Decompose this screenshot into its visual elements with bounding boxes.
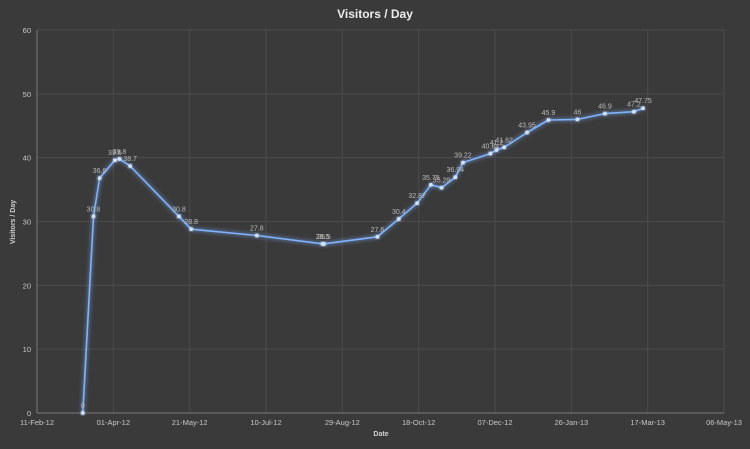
data-point — [428, 182, 433, 187]
x-tick-label: 01-Apr-12 — [97, 418, 130, 427]
data-point — [97, 176, 102, 180]
data-label: 0 — [81, 403, 85, 410]
data-label: 27.6 — [371, 227, 385, 234]
y-axis-title: Visitors / Day — [10, 200, 17, 244]
y-tick-label: 10 — [23, 345, 31, 354]
x-axis-title: Date — [373, 431, 388, 438]
data-point — [177, 214, 181, 219]
data-label: 46.9 — [598, 104, 612, 111]
data-point — [375, 234, 380, 239]
data-label: 39.8 — [113, 149, 127, 156]
y-tick-label: 30 — [23, 218, 31, 227]
y-tick-label: 50 — [23, 90, 31, 99]
data-point — [546, 118, 551, 122]
data-label: 36.8 — [93, 168, 107, 175]
data-point — [322, 241, 326, 246]
data-label: 40.64 — [482, 144, 500, 151]
x-tick-label: 26-Jan-13 — [554, 418, 588, 427]
data-point — [603, 111, 607, 116]
data-label: 30.8 — [87, 206, 101, 213]
y-tick-label: 60 — [23, 26, 31, 35]
x-tick-label: 17-Mar-13 — [630, 418, 665, 427]
data-point — [632, 109, 636, 114]
data-point — [488, 151, 493, 156]
data-point — [91, 214, 96, 219]
x-tick-label: 10-Jul-12 — [250, 418, 281, 427]
data-point — [254, 233, 259, 238]
series-line — [82, 107, 644, 414]
data-label: 26.5 — [317, 234, 331, 241]
data-point — [415, 201, 420, 206]
axes: 0 10 20 30 40 50 60 11-Feb-12 01-Apr-12 21-May-12… — [20, 26, 742, 427]
data-label: 41.62 — [495, 137, 513, 144]
data-label: 41.2 — [490, 140, 504, 147]
data-label: 43.95 — [518, 122, 536, 129]
data-label: 35.29 — [433, 178, 451, 185]
data-point — [502, 145, 507, 150]
data-label: 47.75 — [634, 98, 652, 105]
y-tick-label: 40 — [23, 154, 31, 163]
data-label: 47.2 — [627, 102, 641, 109]
data-point — [494, 148, 499, 152]
data-label: 35.75 — [422, 175, 440, 182]
data-point — [128, 164, 133, 168]
data-label: 45.9 — [542, 110, 556, 117]
data-label: 30.8 — [172, 206, 186, 213]
data-label: 26.5 — [316, 234, 330, 241]
data-label: 27.8 — [250, 226, 264, 233]
data-point — [117, 157, 122, 161]
x-tick-label: 06-May-13 — [706, 418, 742, 427]
y-tick-label: 0 — [27, 409, 31, 418]
data-point — [80, 411, 85, 415]
y-tick-label: 20 — [23, 281, 31, 290]
data-point — [189, 227, 194, 232]
data-point — [575, 117, 580, 122]
data-point — [439, 185, 444, 190]
series — [80, 106, 645, 415]
gridlines — [37, 29, 725, 413]
data-point — [641, 106, 645, 111]
x-tick-label: 21-May-12 — [172, 418, 208, 427]
x-tick-label: 29-Aug-12 — [325, 418, 360, 427]
data-label: 38.7 — [123, 156, 137, 163]
data-label: 28.8 — [184, 219, 198, 226]
data-point — [453, 175, 458, 180]
data-label: 30.4 — [392, 209, 406, 216]
data-label: 39.6 — [108, 150, 122, 157]
data-point — [525, 130, 529, 135]
x-tick-label: 11-Feb-12 — [20, 418, 54, 427]
data-label: 46 — [574, 109, 582, 116]
x-tick-label: 07-Dec-12 — [477, 418, 512, 427]
chart-title: Visitors / Day — [337, 7, 413, 21]
data-label: 39.22 — [454, 153, 472, 160]
data-point — [112, 158, 117, 163]
data-labels: 030.836.839.639.838.730.828.827.826.526.… — [81, 98, 652, 410]
data-point — [396, 217, 401, 221]
data-label: 36.94 — [447, 167, 465, 174]
x-tick-label: 18-Oct-12 — [402, 418, 435, 427]
data-label: 32.87 — [408, 193, 426, 200]
data-point — [461, 160, 465, 165]
